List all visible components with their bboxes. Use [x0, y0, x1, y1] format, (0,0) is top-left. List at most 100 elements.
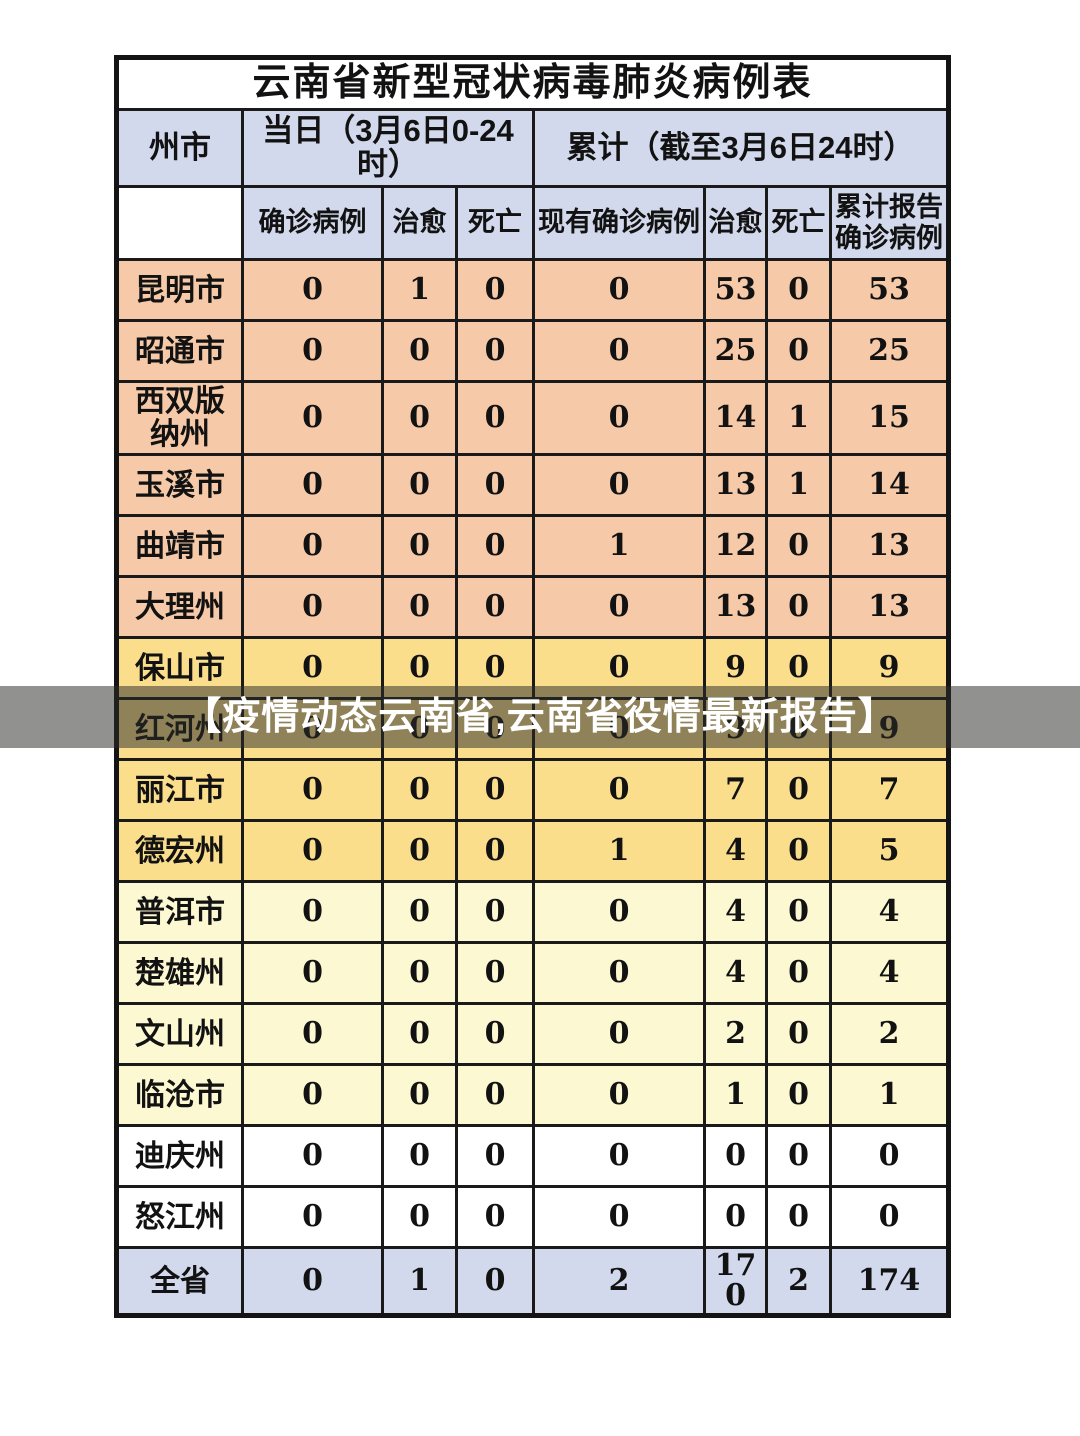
value-cell: 0	[455, 453, 535, 517]
subheader-cured-total: 治愈	[703, 185, 768, 261]
value-cell: 2	[765, 1246, 832, 1317]
value-cell: 0	[532, 575, 706, 639]
value-cell: 0	[532, 1063, 706, 1127]
value-cell: 0	[455, 1002, 535, 1066]
value-cell: 0	[765, 1063, 832, 1127]
value-cell: 170	[703, 1246, 768, 1317]
value-cell: 0	[455, 880, 535, 944]
region-cell: 全省	[115, 1246, 244, 1317]
value-cell: 7	[703, 758, 768, 822]
value-cell: 0	[765, 319, 832, 383]
value-cell: 0	[455, 1246, 535, 1317]
value-cell: 0	[381, 1002, 458, 1066]
subheader-row: 确诊病例 治愈 死亡 现有确诊病例 治愈 死亡 累计报告确诊病例	[115, 185, 951, 261]
value-cell: 0	[532, 380, 706, 456]
value-cell: 0	[455, 575, 535, 639]
title-row: 云南省新型冠状病毒肺炎病例表	[114, 56, 951, 111]
value-cell: 0	[241, 819, 384, 883]
value-cell: 0	[532, 758, 706, 822]
value-cell: 0	[241, 575, 384, 639]
region-cell: 普洱市	[115, 880, 244, 944]
value-cell: 1	[532, 819, 706, 883]
table-row: 文山州 0 0 0 0 2 0 2	[115, 1002, 951, 1066]
table-row: 西双版纳州 0 0 0 0 14 1 15	[115, 380, 951, 456]
value-cell: 15	[828, 380, 951, 456]
table-row: 昆明市 0 1 0 0 53 0 53	[115, 258, 951, 322]
region-cell: 曲靖市	[115, 514, 244, 578]
table-row: 迪庆州 0 0 0 0 0 0 0	[115, 1124, 951, 1188]
value-cell: 13	[828, 514, 951, 578]
value-cell: 0	[455, 1063, 535, 1127]
value-cell: 0	[241, 758, 384, 822]
value-cell: 0	[241, 1124, 384, 1188]
value-cell: 0	[765, 258, 832, 322]
covid-case-table: 云南省新型冠状病毒肺炎病例表 州市 当日（3月6日0-24时） 累计（截至3月6…	[114, 55, 952, 1318]
region-cell: 昭通市	[115, 319, 244, 383]
value-cell: 0	[765, 880, 832, 944]
value-cell: 0	[532, 880, 706, 944]
value-cell: 0	[765, 1185, 832, 1249]
value-cell: 0	[828, 1185, 951, 1249]
value-cell: 25	[703, 319, 768, 383]
value-cell: 0	[765, 941, 832, 1005]
value-cell: 0	[455, 258, 535, 322]
value-cell: 0	[241, 880, 384, 944]
value-cell: 14	[703, 380, 768, 456]
total-row: 全省 0 1 0 2 170 2 174	[115, 1246, 951, 1317]
value-cell: 4	[703, 880, 768, 944]
header-region: 州市	[115, 108, 244, 188]
table-row: 怒江州 0 0 0 0 0 0 0	[115, 1185, 951, 1249]
region-cell: 大理州	[115, 575, 244, 639]
subheader-confirmed-daily: 确诊病例	[241, 185, 384, 261]
value-cell: 0	[765, 514, 832, 578]
value-cell: 0	[455, 1124, 535, 1188]
value-cell: 0	[241, 1185, 384, 1249]
value-cell: 0	[765, 758, 832, 822]
table-row: 楚雄州 0 0 0 0 4 0 4	[115, 941, 951, 1005]
header-group-daily: 当日（3月6日0-24时）	[241, 108, 535, 188]
value-cell: 0	[381, 319, 458, 383]
value-cell: 0	[241, 1002, 384, 1066]
region-cell: 西双版纳州	[115, 380, 244, 456]
group-header-row: 州市 当日（3月6日0-24时） 累计（截至3月6日24时）	[115, 108, 951, 188]
value-cell: 0	[241, 453, 384, 517]
value-cell: 2	[828, 1002, 951, 1066]
value-cell: 0	[532, 258, 706, 322]
value-cell: 0	[765, 1124, 832, 1188]
value-cell: 0	[241, 380, 384, 456]
value-cell: 1	[381, 258, 458, 322]
region-cell: 玉溪市	[115, 453, 244, 517]
value-cell: 0	[455, 819, 535, 883]
value-cell: 0	[381, 1185, 458, 1249]
table-row: 临沧市 0 0 0 0 1 0 1	[115, 1063, 951, 1127]
blank-header-cell	[115, 185, 244, 261]
region-cell: 文山州	[115, 1002, 244, 1066]
subheader-death-total: 死亡	[765, 185, 832, 261]
table-row: 曲靖市 0 0 0 1 12 0 13	[115, 514, 951, 578]
value-cell: 0	[381, 819, 458, 883]
value-cell: 1	[532, 514, 706, 578]
value-cell: 0	[381, 758, 458, 822]
table-row: 昭通市 0 0 0 0 25 0 25	[115, 319, 951, 383]
value-cell: 1	[381, 1246, 458, 1317]
value-cell: 1	[765, 380, 832, 456]
value-cell: 0	[703, 1185, 768, 1249]
value-cell: 0	[532, 1124, 706, 1188]
value-cell: 12	[703, 514, 768, 578]
value-cell: 0	[765, 1002, 832, 1066]
region-cell: 楚雄州	[115, 941, 244, 1005]
table-row: 德宏州 0 0 0 1 4 0 5	[115, 819, 951, 883]
value-cell: 53	[828, 258, 951, 322]
value-cell: 0	[455, 514, 535, 578]
region-cell: 德宏州	[115, 819, 244, 883]
value-cell: 0	[381, 453, 458, 517]
region-cell: 丽江市	[115, 758, 244, 822]
value-cell: 0	[532, 453, 706, 517]
value-cell: 13	[828, 575, 951, 639]
value-cell: 25	[828, 319, 951, 383]
subheader-cumulative-confirmed: 累计报告确诊病例	[828, 185, 951, 261]
value-cell: 0	[532, 319, 706, 383]
region-cell: 怒江州	[115, 1185, 244, 1249]
value-cell: 1	[828, 1063, 951, 1127]
value-cell: 0	[765, 575, 832, 639]
